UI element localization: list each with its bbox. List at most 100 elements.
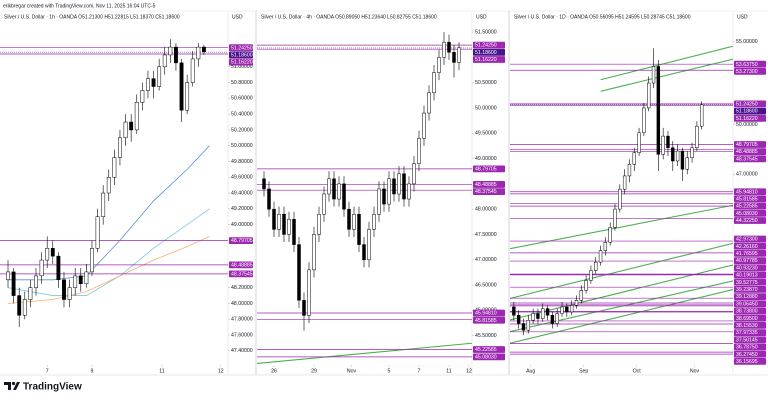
level-label: 48.37545 — [475, 189, 497, 195]
chart-panel: Silver / U.S. Dollar · 4h · OANDA O50.89… — [257, 11, 505, 375]
y-tick-label: 49.50000 — [475, 131, 497, 137]
candle-body — [34, 275, 38, 288]
chart-panel: Silver / U.S. Dollar · 1D · OANDA O50.56… — [510, 11, 766, 375]
level-label-box — [734, 271, 766, 279]
candle-body — [447, 41, 451, 53]
candle-body — [84, 271, 89, 284]
y-tick-label: 51.50000 — [475, 29, 497, 35]
candle-body — [695, 125, 699, 148]
x-tick-label: 7 — [418, 368, 421, 374]
y-tick-label: 49.40000 — [231, 190, 253, 196]
level-label-box — [734, 242, 766, 250]
y-tick-label: 50.40000 — [231, 112, 253, 118]
level-label: 53.63750 — [736, 62, 758, 68]
y-tick-label: 50.50000 — [475, 80, 497, 86]
level-label-box — [473, 181, 505, 188]
level-label: 39.12880 — [736, 294, 758, 300]
level-label: 45.08030 — [736, 211, 758, 217]
candle-body — [512, 306, 516, 316]
candle-body — [327, 178, 331, 195]
candle-body — [282, 213, 286, 235]
candle-body — [377, 188, 381, 215]
x-tick-label: 5 — [388, 368, 391, 374]
level-label-box — [734, 307, 766, 315]
panel-title: Silver / U.S. Dollar · 1D · OANDA O50.56… — [514, 14, 691, 20]
candle-body — [402, 173, 406, 200]
candle-body — [536, 313, 540, 319]
candle-body — [297, 244, 301, 301]
candle-body — [317, 213, 321, 235]
level-label: 51.24250 — [231, 45, 253, 51]
logo-dot — [11, 381, 16, 386]
candle-body — [140, 90, 145, 103]
candle-body — [357, 213, 361, 245]
candle-body — [680, 150, 685, 170]
y-tick-label: 50.20000 — [231, 127, 253, 133]
candle-body — [157, 66, 162, 87]
level-label-box — [473, 41, 505, 49]
level-label: 44.32250 — [736, 218, 758, 224]
level-label-box — [473, 48, 505, 56]
y-tick-label: 48.00000 — [475, 207, 497, 213]
candle-body — [352, 213, 356, 230]
candle-body — [417, 138, 421, 164]
candle-body — [613, 208, 617, 228]
candle-body — [656, 66, 661, 155]
candle-body — [262, 178, 266, 190]
level-label-box — [734, 314, 766, 322]
candle-body — [584, 280, 588, 291]
candle-body — [637, 132, 641, 153]
x-tick-label: Sep — [579, 368, 588, 374]
level-label: 39.23870 — [736, 287, 758, 293]
axis-unit: USD — [476, 14, 487, 20]
level-label: 37.50145 — [736, 337, 758, 343]
y-tick-label: 47.00000 — [475, 257, 497, 263]
candle-body — [342, 183, 346, 210]
trendline — [600, 58, 733, 92]
candle-body — [387, 178, 391, 205]
level-label: 45.08030 — [475, 354, 497, 360]
y-tick-label: 49.00000 — [231, 222, 253, 228]
candle-body — [73, 275, 78, 288]
candle-body — [372, 213, 376, 230]
candle-body — [67, 287, 72, 300]
level-label-box — [229, 51, 253, 59]
x-tick-label: Nov — [347, 368, 357, 374]
y-tick-label: 49.00000 — [475, 156, 497, 162]
y-tick-label: 47.00000 — [736, 172, 758, 178]
x-tick-label: 7 — [46, 368, 49, 374]
trendline — [510, 204, 733, 250]
trendline — [600, 45, 733, 81]
level-label: 51.16220 — [475, 57, 497, 63]
plot-area — [0, 39, 228, 328]
level-label: 42.26160 — [736, 244, 758, 250]
candle-body — [675, 150, 680, 162]
x-tick-label: 11 — [159, 368, 164, 374]
panel-title: Silver / U.S. Dollar · 4h · OANDA O50.89… — [261, 14, 437, 20]
candle-body — [112, 157, 117, 178]
level-label: 36.15695 — [736, 359, 758, 365]
level-label-box — [473, 56, 505, 63]
y-tick-label: 50.60000 — [231, 96, 253, 102]
level-label-box — [734, 264, 766, 272]
x-tick-label: 26 — [271, 368, 277, 374]
candle-body — [560, 306, 564, 314]
y-tick-label: 50.00000 — [736, 122, 758, 128]
candle-body — [550, 314, 555, 324]
level-label: 41.76595 — [736, 251, 758, 257]
level-label: 53.27300 — [736, 69, 758, 75]
candle-body — [589, 270, 593, 281]
candle-body — [427, 92, 431, 114]
candle-body — [569, 305, 574, 313]
y-tick-label: 51.00000 — [231, 64, 253, 70]
level-label-box — [734, 148, 766, 156]
x-tick-label: Nov — [690, 368, 700, 374]
candle-body — [287, 219, 291, 235]
level-label: 51.18600 — [736, 109, 758, 115]
candle-body — [106, 177, 111, 194]
candle-body — [146, 78, 150, 91]
candle-body — [6, 271, 10, 281]
level-label: 38.73800 — [736, 309, 758, 315]
candle-body — [168, 46, 173, 56]
